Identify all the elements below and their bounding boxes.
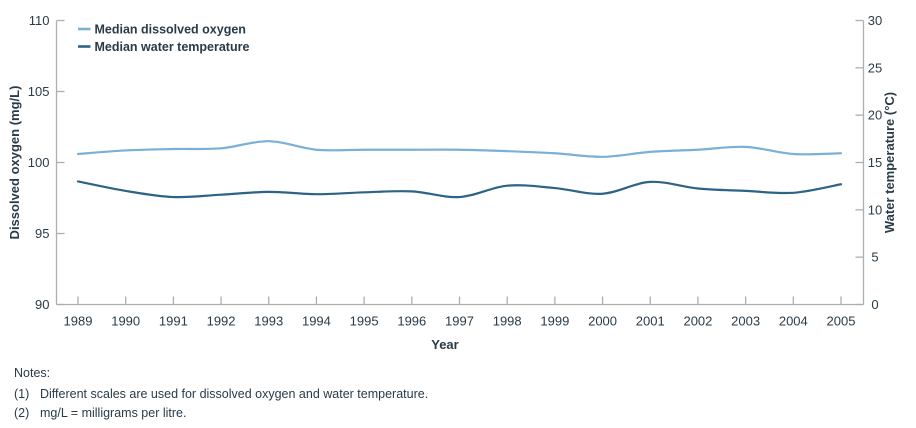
- x-tick-label: 2005: [827, 314, 856, 329]
- x-tick-label: 2002: [683, 314, 712, 329]
- x-tick-label: 2001: [636, 314, 665, 329]
- x-tick-label: 2003: [731, 314, 760, 329]
- x-tick-label: 1989: [64, 314, 93, 329]
- legend: Median dissolved oxygen Median water temp…: [78, 23, 249, 54]
- series-line-median-water-temperature: [76, 180, 843, 199]
- right-tick-label: 0: [871, 297, 878, 312]
- left-axis-title: Dissolved oxygen (mg/L): [7, 86, 22, 240]
- legend-item: Median dissolved oxygen: [78, 23, 246, 37]
- x-tick-label: 1995: [350, 314, 379, 329]
- x-tick-label: 1990: [111, 314, 140, 329]
- note-line: (2) mg/L = milligrams per litre.: [14, 406, 428, 420]
- note-line: (1) Different scales are used for dissol…: [14, 387, 428, 401]
- left-tick-label: 90: [35, 297, 49, 312]
- note-text: mg/L = milligrams per litre.: [40, 406, 187, 420]
- left-tick-label: 110: [29, 13, 50, 28]
- x-axis: 1989 1990 1991 1992 1993 1994 1995 1996 1997 1998…: [64, 296, 856, 329]
- left-tick-label: 105: [28, 84, 50, 99]
- right-axis-title: Water temperature (°C): [882, 92, 897, 233]
- notes-section: Notes: (1) Different scales are used for…: [14, 366, 428, 425]
- y-axis-left: 90 95 100 105 110: [28, 13, 65, 312]
- x-tick-label: 1993: [254, 314, 283, 329]
- x-tick-label: 1994: [302, 314, 331, 329]
- note-text: Different scales are used for dissolved …: [40, 387, 429, 401]
- y-axis-right: 0 5 10 15 20 25 30: [855, 13, 882, 312]
- chart-canvas: 90 95 100 105 110 0 5 10 15 20 25 30 1989 1990 1991 199…: [7, 13, 897, 352]
- right-tick-label: 15: [868, 155, 882, 170]
- x-tick-label: 1997: [445, 314, 474, 329]
- legend-item: Median water temperature: [78, 40, 249, 54]
- left-tick-label: 95: [35, 226, 49, 241]
- x-axis-title: Year: [431, 337, 458, 352]
- right-tick-label: 30: [868, 13, 882, 28]
- right-tick-label: 10: [868, 202, 882, 217]
- series-line-median-dissolved-oxygen: [76, 140, 843, 158]
- right-tick-label: 20: [868, 108, 882, 123]
- legend-label: Median water temperature: [95, 40, 250, 54]
- note-number: (2): [14, 406, 30, 420]
- x-tick-label: 2000: [588, 314, 617, 329]
- note-number: (1): [14, 387, 30, 401]
- x-tick-label: 1991: [159, 314, 188, 329]
- x-tick-label: 1996: [397, 314, 426, 329]
- x-tick-label: 2004: [779, 314, 808, 329]
- legend-label: Median dissolved oxygen: [95, 23, 246, 37]
- left-tick-label: 100: [28, 155, 50, 170]
- right-tick-label: 25: [868, 60, 882, 75]
- x-tick-label: 1999: [540, 314, 569, 329]
- x-tick-label: 1998: [493, 314, 522, 329]
- axes: [55, 20, 865, 306]
- x-tick-label: 1992: [207, 314, 236, 329]
- notes-heading: Notes:: [14, 366, 51, 380]
- right-tick-label: 5: [871, 250, 878, 265]
